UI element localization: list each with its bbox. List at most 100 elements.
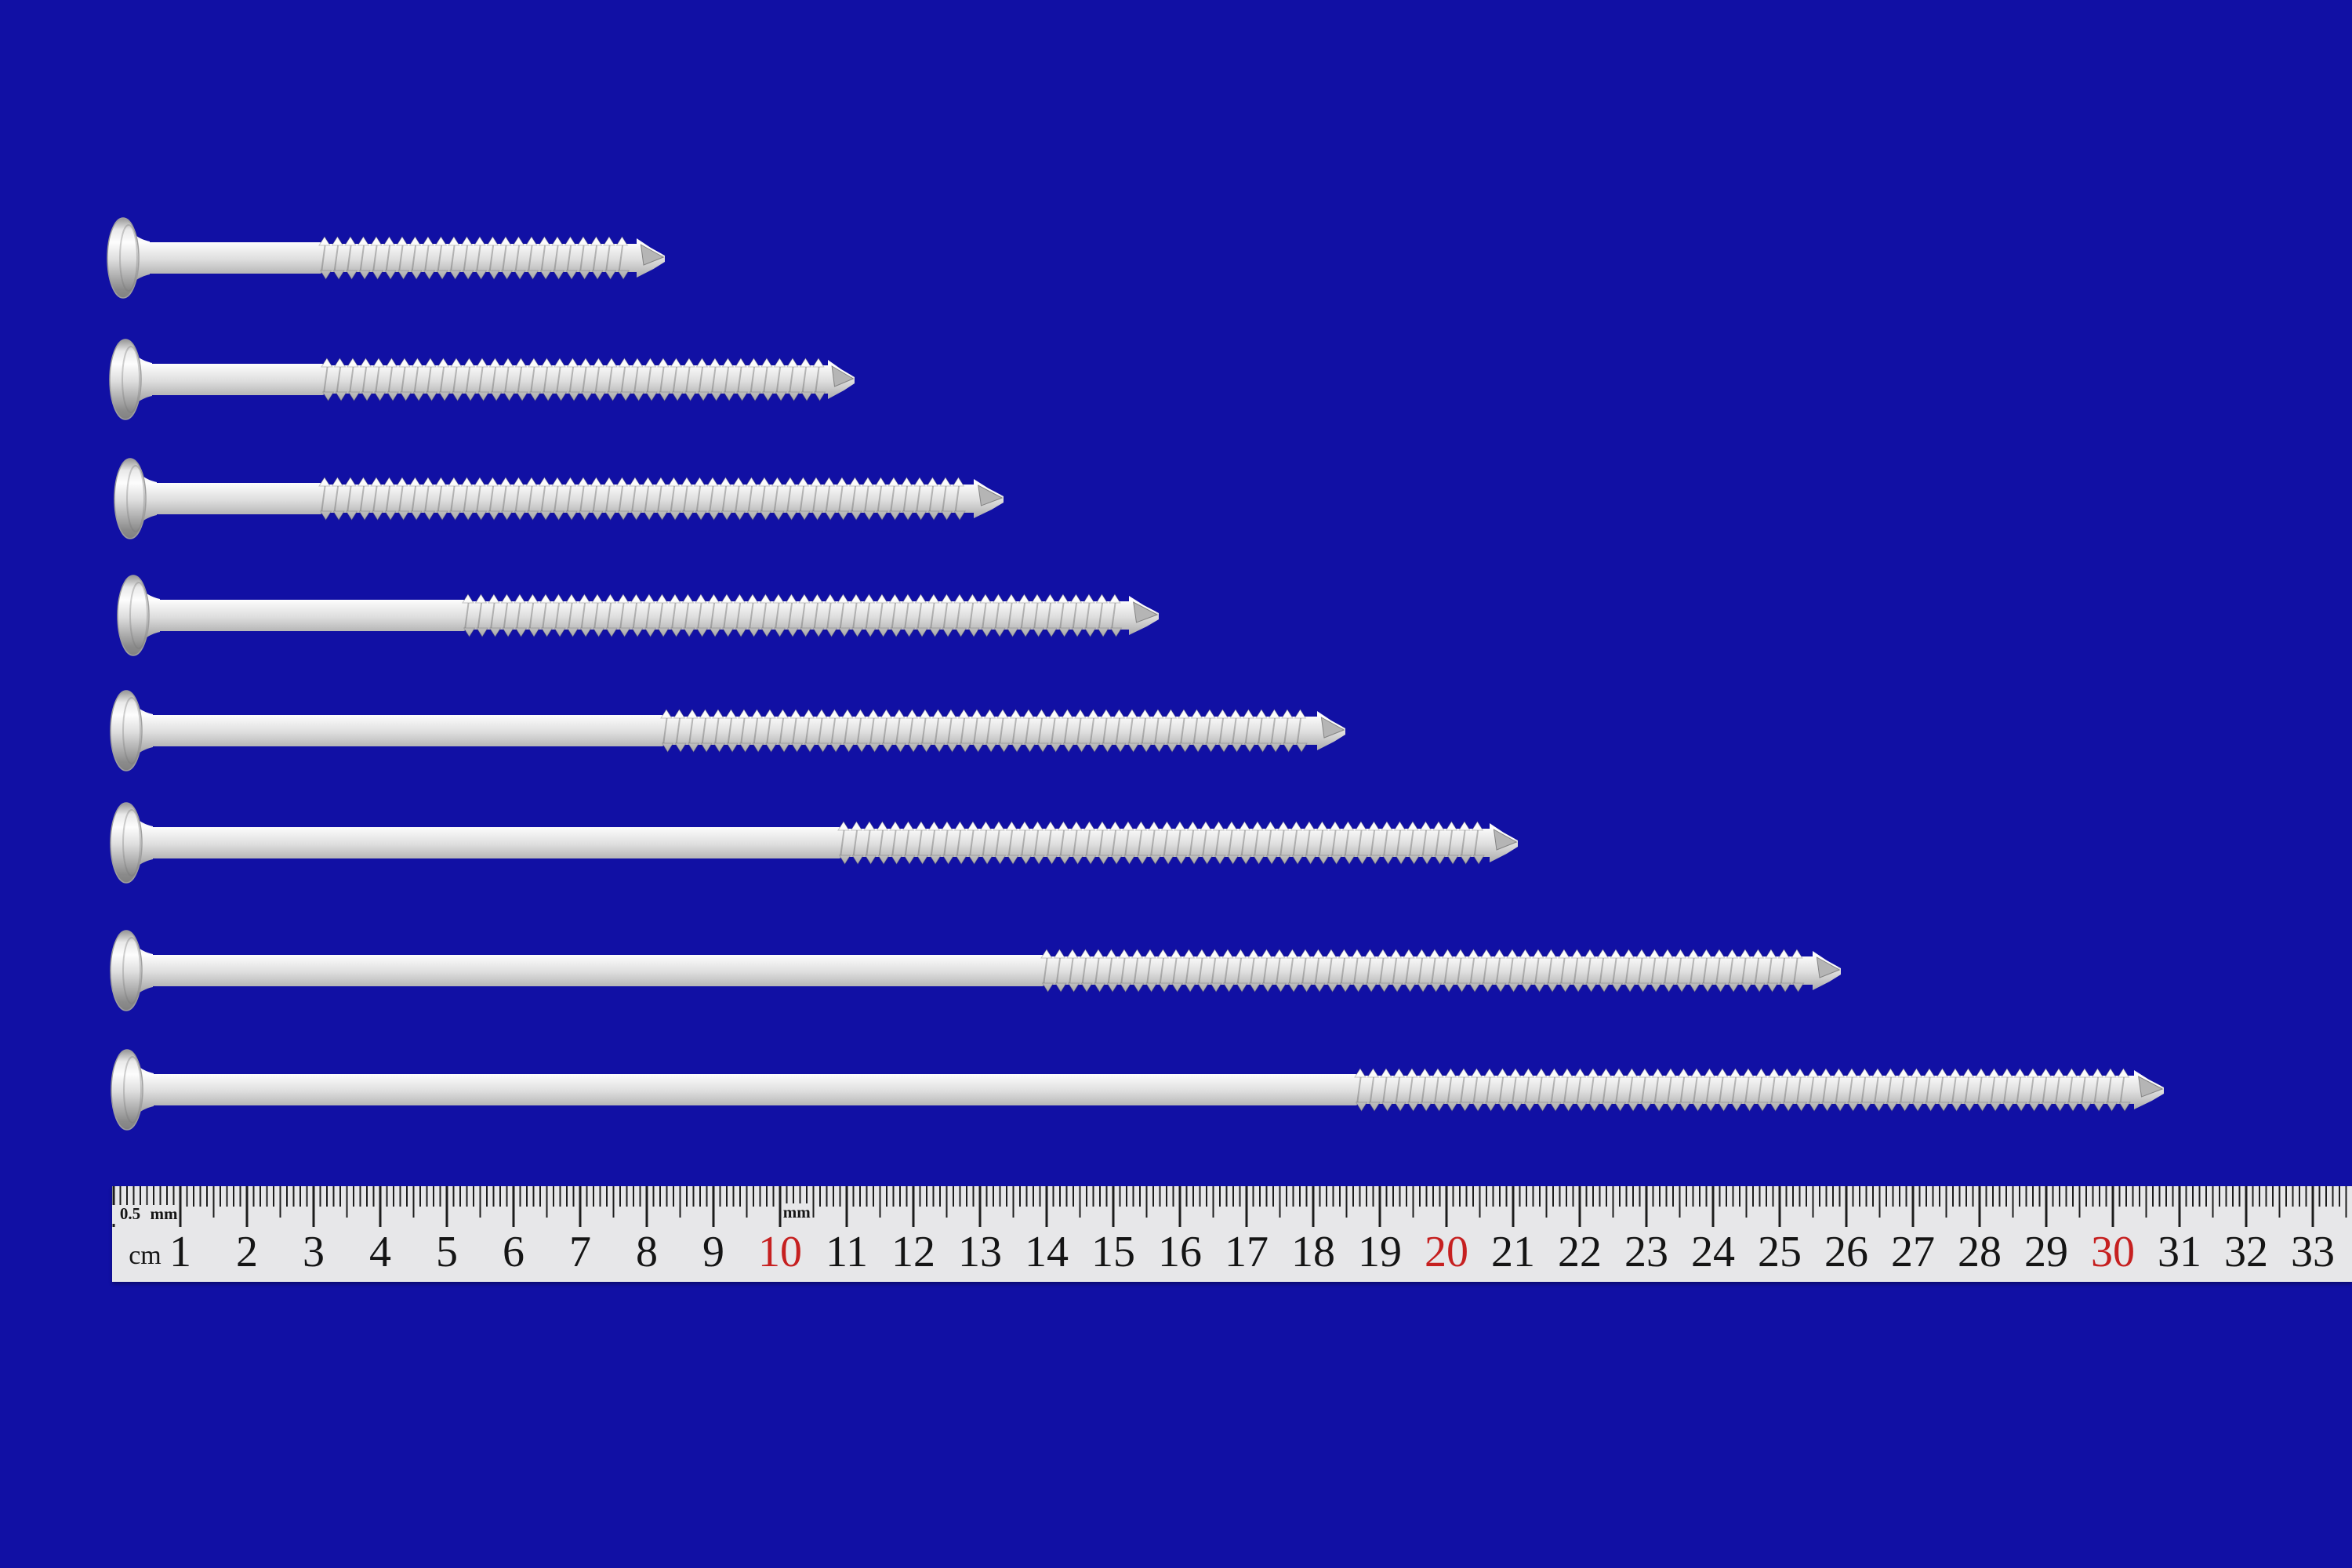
screw-tip-facet bbox=[2138, 1076, 2164, 1098]
screw-thread-flanks bbox=[464, 602, 1116, 629]
ruler-number-3: 3 bbox=[303, 1228, 325, 1276]
ruler-number-1: 1 bbox=[169, 1228, 191, 1276]
ruler-number-25: 25 bbox=[1758, 1228, 1802, 1276]
ruler-number-23: 23 bbox=[1624, 1228, 1668, 1276]
screw-shank bbox=[145, 715, 664, 746]
screw-shank bbox=[142, 242, 322, 274]
ruler-number-15: 15 bbox=[1091, 1228, 1135, 1276]
ruler-number-10: 10 bbox=[758, 1228, 802, 1276]
screw-head-flange bbox=[122, 697, 141, 764]
ruler-number-29: 29 bbox=[2024, 1228, 2068, 1276]
screw-tip-facet bbox=[1816, 956, 1841, 978]
ruler-number-12: 12 bbox=[891, 1228, 935, 1276]
screw-thread-root bbox=[319, 485, 974, 513]
screw-thread-teeth bbox=[462, 593, 1123, 637]
screw-thread-flanks bbox=[662, 717, 1302, 744]
screw-head-dome bbox=[109, 339, 142, 420]
ruler-mm-label-start: mm bbox=[151, 1204, 178, 1223]
ruler-number-13: 13 bbox=[958, 1228, 1002, 1276]
ruler-number-6: 6 bbox=[503, 1228, 524, 1276]
screw-thread-teeth bbox=[1354, 1068, 2131, 1112]
ruler-number-2: 2 bbox=[236, 1228, 258, 1276]
ruler-half-mm-label: 0.5 bbox=[120, 1204, 140, 1223]
screw-head-flange bbox=[123, 1056, 142, 1123]
screw-thread-flanks bbox=[1043, 957, 1798, 984]
ruler-number-7: 7 bbox=[569, 1228, 591, 1276]
screw-thread-root bbox=[661, 717, 1317, 745]
ruler-number-14: 14 bbox=[1025, 1228, 1069, 1276]
screw-head-dome bbox=[110, 802, 143, 884]
screw-5 bbox=[110, 690, 1345, 771]
ruler-number-26: 26 bbox=[1824, 1228, 1868, 1276]
screw-head-flange bbox=[119, 224, 138, 292]
ruler-half-mm-label-bg bbox=[112, 1205, 148, 1224]
screw-head-flange bbox=[122, 809, 141, 877]
ruler-number-28: 28 bbox=[1958, 1228, 2002, 1276]
screw-4 bbox=[117, 575, 1159, 656]
screw-head-dome bbox=[117, 575, 150, 656]
screw-thread-teeth bbox=[660, 709, 1308, 753]
ruler-mm-label-10: mm bbox=[783, 1203, 811, 1221]
ruler-number-8: 8 bbox=[636, 1228, 658, 1276]
screw-shank bbox=[149, 483, 322, 514]
screw-7 bbox=[110, 930, 1841, 1011]
screw-head-flange bbox=[122, 346, 140, 413]
ruler-number-24: 24 bbox=[1691, 1228, 1735, 1276]
ruler-number-17: 17 bbox=[1225, 1228, 1269, 1276]
screw-tip-highlight bbox=[638, 241, 662, 256]
screw-shank bbox=[152, 600, 466, 631]
screw-thread-flanks bbox=[321, 245, 624, 271]
screw-thread-root bbox=[838, 829, 1490, 857]
screw-2 bbox=[109, 339, 855, 420]
screw-head-flange bbox=[126, 465, 145, 532]
screw-thread-teeth bbox=[318, 236, 630, 280]
ruler-scale: 0.5 mm mm1 2 3 4 5 6 7 8 9 10 11 12 13 14 15 16 17 18 19 20 21… bbox=[112, 1186, 2347, 1276]
screw-thread-teeth bbox=[1040, 949, 1805, 993]
screw-head-dome bbox=[107, 217, 140, 299]
screw-shank bbox=[144, 364, 325, 395]
ruler-number-32: 32 bbox=[2224, 1228, 2268, 1276]
ruler-number-27: 27 bbox=[1891, 1228, 1935, 1276]
screw-6 bbox=[110, 802, 1518, 884]
ruler-number-18: 18 bbox=[1291, 1228, 1335, 1276]
ruler-ticks bbox=[112, 1186, 2347, 1227]
ruler: 0.5 mm mm 1 2 3 4 5 6 7 8 9 10 11 12 13 14 15 16 17 18 19 20 21… bbox=[112, 1186, 2352, 1282]
screw-thread-flanks bbox=[840, 829, 1479, 856]
screw-shank bbox=[145, 955, 1044, 986]
ruler-number-11: 11 bbox=[826, 1228, 868, 1276]
ruler-mm-label-start-bg bbox=[151, 1205, 177, 1224]
screw-shank bbox=[145, 827, 841, 858]
screw-head-dome bbox=[110, 690, 143, 771]
screw-thread-flanks bbox=[321, 485, 960, 512]
screw-tip-highlight bbox=[975, 482, 1001, 496]
screw-head-flange bbox=[129, 582, 148, 649]
screw-thread-flanks bbox=[1356, 1076, 2125, 1103]
screw-thread-root bbox=[321, 365, 828, 394]
screw-head-dome bbox=[110, 930, 143, 1011]
screw-tip-facet bbox=[1133, 601, 1159, 623]
ruler-cm-label: cm bbox=[129, 1241, 162, 1270]
ruler-number-33: 33 bbox=[2291, 1228, 2335, 1276]
ruler-number-30: 30 bbox=[2091, 1228, 2135, 1276]
screw-thread-root bbox=[319, 244, 637, 272]
ruler-number-5: 5 bbox=[436, 1228, 458, 1276]
ruler-number-20: 20 bbox=[1425, 1228, 1468, 1276]
screw-head-dome bbox=[114, 458, 147, 539]
screw-tip-highlight bbox=[1814, 954, 1838, 968]
ruler-number-16: 16 bbox=[1158, 1228, 1202, 1276]
screw-thread-teeth bbox=[837, 821, 1485, 865]
ruler-number-31: 31 bbox=[2158, 1228, 2201, 1276]
screw-tip-highlight bbox=[1319, 714, 1343, 728]
screw-tip-facet bbox=[1493, 829, 1518, 851]
ruler-number-9: 9 bbox=[702, 1228, 724, 1276]
screw-8 bbox=[111, 1049, 2164, 1131]
screw-tip-facet bbox=[978, 485, 1004, 506]
screw-thread-flanks bbox=[323, 366, 820, 393]
screw-tip-facet bbox=[831, 365, 855, 387]
screw-head-dome bbox=[111, 1049, 143, 1131]
screw-1 bbox=[107, 217, 665, 299]
screw-thread-root bbox=[1041, 956, 1813, 985]
screw-tip-highlight bbox=[2136, 1073, 2161, 1087]
